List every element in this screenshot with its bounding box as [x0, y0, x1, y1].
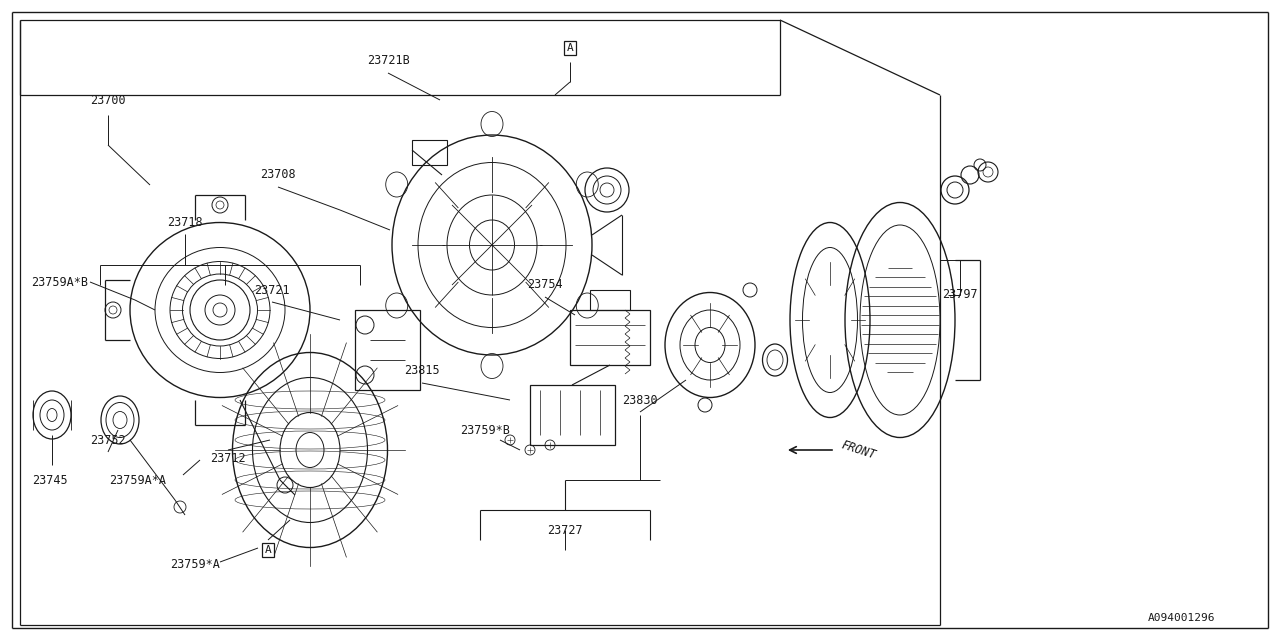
- Bar: [355, 310, 420, 390]
- Bar: [530, 385, 614, 445]
- Text: 23745: 23745: [32, 474, 68, 486]
- Text: 23759A*B: 23759A*B: [32, 275, 88, 289]
- Text: 23721: 23721: [255, 284, 289, 296]
- Text: 23752: 23752: [90, 433, 125, 447]
- Text: 23759A*A: 23759A*A: [110, 474, 166, 486]
- Text: 23727: 23727: [547, 524, 582, 536]
- Bar: [590, 290, 630, 310]
- Text: 23754: 23754: [527, 278, 563, 291]
- Text: 23718: 23718: [168, 216, 202, 228]
- Bar: [570, 310, 650, 365]
- Text: 23797: 23797: [942, 289, 978, 301]
- Text: 23759*A: 23759*A: [170, 559, 220, 572]
- Text: 23759*B: 23759*B: [460, 424, 509, 436]
- Text: A094001296: A094001296: [1147, 613, 1215, 623]
- Text: 23700: 23700: [90, 93, 125, 106]
- Text: 23721B: 23721B: [366, 54, 410, 67]
- Bar: [412, 140, 447, 165]
- Text: 23708: 23708: [260, 168, 296, 182]
- Text: 23815: 23815: [404, 364, 440, 376]
- Text: 23830: 23830: [622, 394, 658, 406]
- Text: 23712: 23712: [210, 451, 246, 465]
- Text: A: A: [567, 43, 573, 53]
- Text: A: A: [265, 545, 271, 555]
- Text: FRONT: FRONT: [840, 438, 878, 461]
